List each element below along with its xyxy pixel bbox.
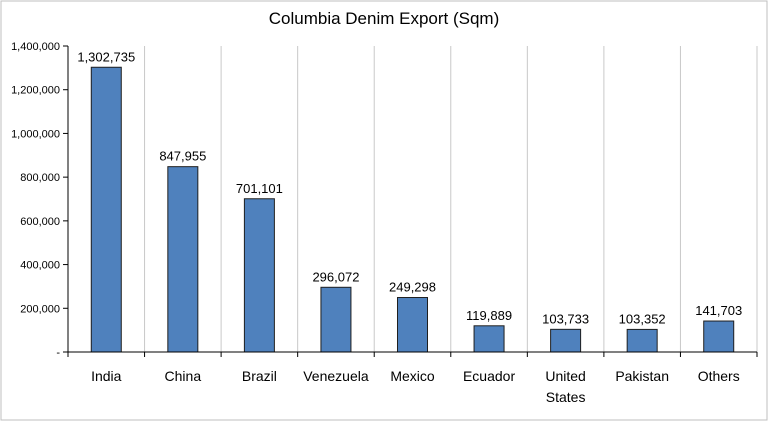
y-tick-label: 1,200,000 — [11, 85, 60, 97]
x-tick-label: Ecuador — [463, 368, 515, 384]
data-label: 249,298 — [389, 280, 436, 295]
bar — [397, 297, 428, 353]
x-tick-label: Others — [698, 368, 740, 384]
x-tick-labels: India China Brazil Venezuela Mexico Ecuador Un… — [91, 368, 740, 405]
x-tick-label: Brazil — [242, 368, 277, 384]
x-tick-label: Pakistan — [615, 368, 669, 384]
x-tick-label: United States — [545, 368, 585, 405]
data-label: 119,889 — [466, 308, 512, 323]
bar — [90, 66, 122, 353]
bar — [550, 328, 582, 353]
data-label: 296,072 — [312, 269, 359, 284]
chart-title: Columbia Denim Export (Sqm) — [269, 9, 500, 28]
bar — [320, 286, 352, 353]
grid-lines — [144, 46, 758, 352]
axes — [63, 45, 758, 357]
x-tick-label: Mexico — [390, 368, 435, 384]
data-label: 1,302,735 — [77, 49, 135, 64]
x-tick-label: China — [165, 368, 202, 384]
y-tick-label: 1,400,000 — [11, 41, 60, 53]
bar — [626, 328, 658, 353]
bar — [167, 166, 199, 353]
x-tick-label: India — [91, 368, 122, 384]
data-labels: 1,302,735 847,955 701,101 296,072 249,298 119… — [77, 49, 742, 326]
y-tick-label: 400,000 — [20, 260, 60, 272]
y-tick-label: 1,000,000 — [11, 128, 60, 140]
y-tick-label: 200,000 — [20, 303, 60, 315]
data-label: 847,955 — [159, 149, 206, 164]
data-label: 141,703 — [695, 303, 742, 318]
x-tick-label: Venezuela — [303, 368, 369, 384]
data-label: 103,733 — [542, 311, 589, 326]
bars — [90, 66, 735, 353]
y-tick-label: 800,000 — [20, 172, 60, 184]
bar — [703, 320, 735, 353]
data-label: 701,101 — [236, 181, 283, 196]
bar — [473, 325, 505, 353]
bar — [243, 198, 275, 353]
data-label: 103,352 — [619, 311, 666, 326]
y-tick-label: 600,000 — [20, 216, 60, 228]
y-tick-label: - — [56, 347, 60, 359]
y-tick-labels: - 200,000 400,000 600,000 800,000 1,000,000 1,… — [11, 41, 60, 359]
